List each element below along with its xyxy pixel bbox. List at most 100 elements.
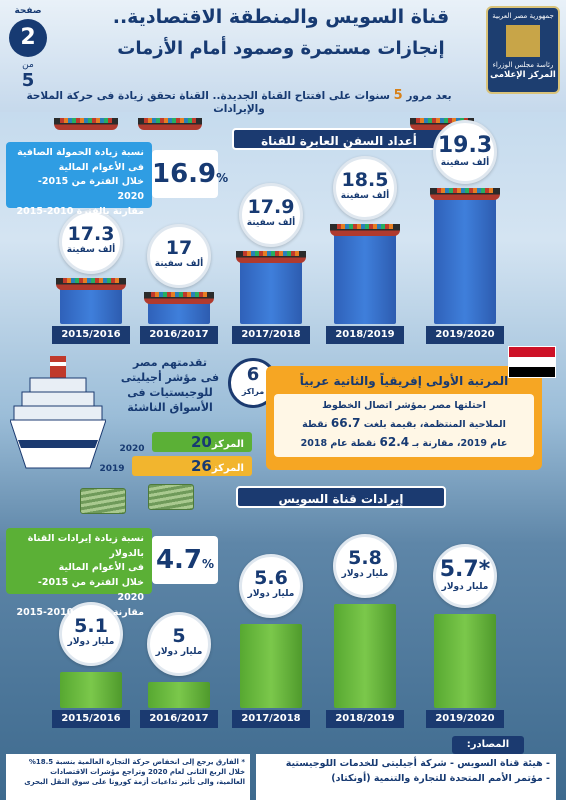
revenue-value-label: 5.7* bbox=[439, 556, 491, 582]
ships-bar bbox=[148, 302, 210, 324]
ships-value-bubble: 17.3 ألف سفينة bbox=[59, 210, 123, 275]
page-number: 2 bbox=[9, 19, 47, 57]
ships-value-label: 17.3 bbox=[67, 223, 115, 246]
revenue-unit-label: مليار دولار bbox=[247, 588, 295, 599]
revenue-stat-pct-sign: % bbox=[202, 557, 215, 571]
source-line1: - هيئة قناة السويس - شركة أجيليتى للخدما… bbox=[285, 758, 550, 769]
cruise-ship-illustration bbox=[9, 356, 107, 470]
ship-icon bbox=[430, 188, 500, 200]
revenue-stat-pct-value: 4.7 bbox=[155, 545, 203, 575]
revenue-year-label: 2016/2017 bbox=[140, 710, 218, 728]
ranking-line2-suffix: نقطة bbox=[302, 418, 328, 430]
headline-prefix: بعد مرور bbox=[406, 90, 452, 102]
ship-icon bbox=[410, 118, 474, 130]
ranking-line3: عام 2019، مقارنة بـ 62.4 نقطة عام 2018 bbox=[280, 433, 528, 453]
footnote-line2: خلال الربع الثانى لعام 2020 وتراجع مؤشرا… bbox=[50, 768, 245, 777]
revenue-value-bubble: 5.7* مليار دولار bbox=[433, 543, 497, 608]
headline-bar: بعد مرور 5 سنوات على افتتاح القناة الجدي… bbox=[6, 88, 472, 115]
revenue-year-label: 2017/2018 bbox=[232, 710, 310, 728]
page-of: من bbox=[22, 60, 34, 70]
ships-bar bbox=[240, 261, 302, 324]
ships-stat-pct: 16.9% bbox=[152, 150, 228, 198]
page-total: 5 bbox=[21, 70, 35, 91]
ship-icon bbox=[330, 224, 400, 237]
ships-value-label: 17 bbox=[165, 237, 193, 259]
revenue-unit-label: مليار دولار bbox=[441, 581, 489, 592]
revenue-stat-line2: فى الأعوام المالية bbox=[58, 562, 144, 574]
eagle-icon bbox=[506, 24, 540, 57]
ranking-line2: الملاحية المنتظمة، بقيمة بلغت 66.7 نقطة bbox=[280, 414, 528, 434]
ships-year-label: 2019/2020 bbox=[426, 326, 504, 344]
logistics-line1: تقدمتهم مصر bbox=[133, 356, 207, 369]
logistics-line3: للوجيستيات فى bbox=[127, 385, 213, 399]
logo-line3: المركز الإعلامى bbox=[490, 69, 556, 80]
revenue-value-bubble: 5 مليار دولار bbox=[147, 612, 211, 676]
footnote-box: * الفارق يرجع إلى انخفاض حركة التجارة ال… bbox=[6, 754, 250, 800]
ships-unit-label: ألف سفينة bbox=[66, 245, 116, 256]
rank-bar-2019: المركز26 bbox=[132, 456, 252, 476]
ships-stat-line4: مقارنة بالفترة 2010-2015 bbox=[16, 205, 145, 217]
ship-decoration bbox=[54, 118, 118, 130]
ships-stat-pct-sign: % bbox=[216, 171, 229, 185]
ranking-line3-prefix: عام 2019، مقارنة بـ bbox=[412, 438, 508, 450]
revenue-year-label: 2018/2019 bbox=[326, 710, 404, 728]
ships-section-title: أعداد السفن العابرة للقناة bbox=[232, 128, 446, 150]
ships-unit-label: ألف سفينة bbox=[340, 191, 390, 202]
ships-year-label: 2017/2018 bbox=[232, 326, 310, 344]
money-icon bbox=[80, 488, 126, 514]
logistics-text: تقدمتهم مصر فى مؤشر أجيليتى للوجيستيات ف… bbox=[110, 356, 230, 415]
page-subtitle: إنجازات مستمرة وصمود أمام الأزمات bbox=[117, 38, 445, 59]
revenue-stat-line4: مقارنة بالفترة 2010-2015 bbox=[16, 606, 145, 618]
page-label: صفحة bbox=[14, 6, 42, 16]
sources-heading: المصادر: bbox=[452, 736, 524, 754]
ships-bar bbox=[434, 198, 496, 324]
revenue-stat-box: نسبة زيادة إيرادات القناة بالدولار فى ال… bbox=[6, 528, 152, 618]
revenue-value-bubble: 5.6 مليار دولار bbox=[239, 553, 303, 618]
headline-number: 5 bbox=[393, 88, 403, 103]
ships-year-label: 2018/2019 bbox=[326, 326, 404, 344]
ships-unit-label: ألف سفينة bbox=[440, 158, 490, 168]
cabinet-logo: جمهورية مصر العربية رئاسة مجلس الوزراء ا… bbox=[486, 6, 560, 94]
logo-line2: رئاسة مجلس الوزراء bbox=[492, 60, 554, 69]
ship-icon bbox=[144, 292, 214, 304]
revenue-stat-line3: خلال الفترة من 2015-2020 bbox=[37, 577, 144, 603]
source-line2: - مؤتمر الأمم المتحدة للتجارة والتنمية (… bbox=[331, 772, 550, 784]
ships-bar bbox=[60, 288, 122, 324]
revenue-year-label: 2019/2020 bbox=[426, 710, 504, 728]
rank-2019-value: 26 bbox=[190, 457, 212, 475]
ships-stat-line1: نسبة زيادة الحمولة الصافية bbox=[17, 147, 144, 158]
ranking-line3-suffix: نقطة عام 2018 bbox=[300, 438, 377, 450]
shipping-ranking-box: المرتبة الأولى إفريقياً والثانية عربياً … bbox=[266, 366, 542, 470]
ranking-line1: احتلتها مصر بمؤشر اتصال الخطوط bbox=[322, 400, 486, 411]
ships-value-label: 18.5 bbox=[341, 169, 389, 192]
ships-year-label: 2016/2017 bbox=[140, 326, 218, 344]
revenue-bar bbox=[60, 672, 122, 708]
rank-year-2020: 2020 bbox=[119, 444, 145, 454]
logistics-line2: فى مؤشر أجيليتى bbox=[120, 370, 220, 384]
revenue-stat-pct: 4.7% bbox=[152, 536, 218, 584]
ship-icon bbox=[56, 278, 126, 291]
revenue-unit-label: مليار دولار bbox=[341, 569, 389, 579]
revenue-section-title: إيرادات قناة السويس bbox=[236, 486, 446, 508]
ships-value-label: 17.9 bbox=[247, 196, 295, 219]
revenue-value-label: 5 bbox=[172, 625, 186, 647]
revenue-value-bubble: 5.8 مليار دولار bbox=[333, 534, 397, 598]
sources-box: - هيئة قناة السويس - شركة أجيليتى للخدما… bbox=[256, 754, 556, 800]
ranking-title: المرتبة الأولى إفريقياً والثانية عربياً bbox=[299, 374, 509, 388]
revenue-year-label: 2015/2016 bbox=[52, 710, 130, 728]
ranking-line2-prefix: الملاحية المنتظمة، بقيمة بلغت bbox=[363, 418, 506, 430]
rank-jump-value: 6 bbox=[246, 364, 260, 385]
rank-2020-label: المركز bbox=[211, 439, 244, 450]
revenue-bar bbox=[148, 682, 210, 708]
rank-2019-label: المركز bbox=[211, 463, 244, 474]
revenue-bar bbox=[240, 623, 302, 708]
ships-stat-pct-value: 16.9 bbox=[152, 159, 217, 189]
ships-stat-line3: خلال الفترة من 2015-2020 bbox=[37, 176, 144, 203]
egypt-flag-icon bbox=[508, 346, 556, 378]
logo-line1: جمهورية مصر العربية bbox=[492, 12, 554, 20]
ships-value-bubble: 18.5 ألف سفينة bbox=[333, 156, 397, 221]
rank-jump-label: مراكز bbox=[241, 387, 265, 396]
footnote-line3: العالمية، والى تأثير تداعيات أزمة كورونا… bbox=[24, 778, 245, 787]
ship-icon bbox=[138, 118, 202, 130]
ships-value-bubble: 17.9 ألف سفينة bbox=[239, 183, 303, 248]
